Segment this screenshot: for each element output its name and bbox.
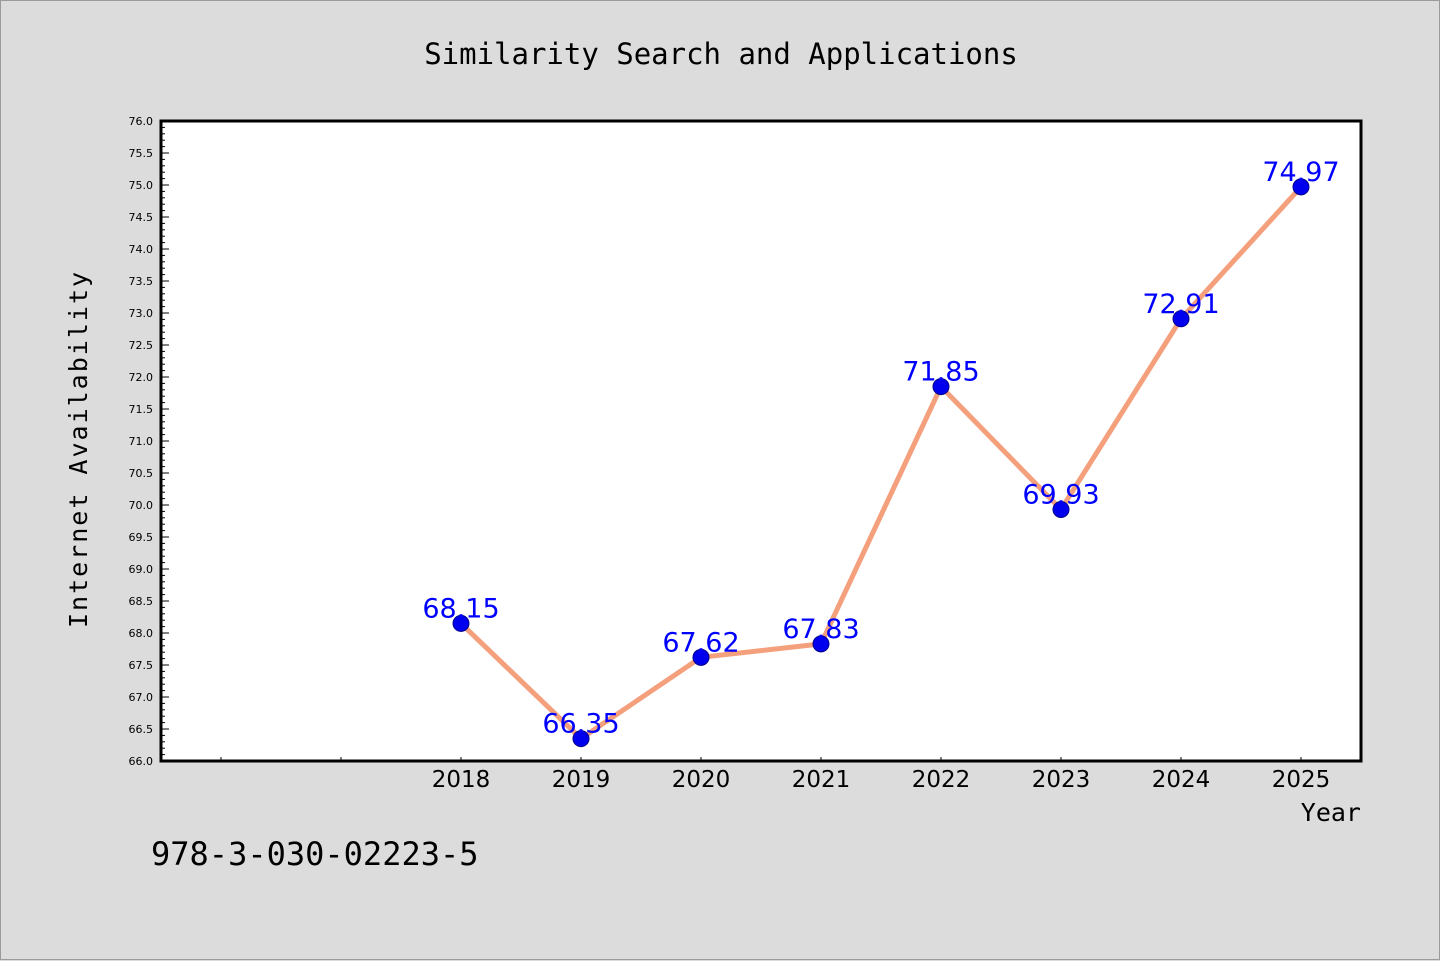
y-tick-label: 70.5 xyxy=(129,467,154,480)
data-point-marker xyxy=(452,614,470,632)
x-tick-label: 2025 xyxy=(1272,767,1331,793)
y-axis-label: Internet Availability xyxy=(64,270,93,628)
y-tick-label: 71.5 xyxy=(129,403,154,416)
x-tick-label: 2020 xyxy=(672,767,731,793)
x-axis-label: Year xyxy=(1301,798,1361,827)
series-layer xyxy=(452,178,1310,748)
data-point-marker xyxy=(1292,178,1310,196)
y-tick-label: 74.0 xyxy=(129,243,154,256)
y-tick-label: 67.0 xyxy=(129,691,154,704)
y-tick-label: 73.5 xyxy=(129,275,154,288)
plot-area xyxy=(159,119,1363,763)
x-tick-label: 2022 xyxy=(912,767,971,793)
y-tick-label: 76.0 xyxy=(129,115,154,128)
data-label-layer: 68.15 66.35 67.62 67.83 71.85 69.93 72.91 74.97 xyxy=(422,157,1339,740)
data-point-marker xyxy=(1052,500,1070,518)
data-label: 71.85 xyxy=(902,357,979,388)
y-tick-label: 75.5 xyxy=(129,147,154,160)
data-label: 68.15 xyxy=(422,593,499,624)
x-tick-label: 2023 xyxy=(1032,767,1091,793)
data-point-marker xyxy=(1172,310,1190,328)
x-tick-label: 2021 xyxy=(792,767,851,793)
data-label: 69.93 xyxy=(1022,479,1099,510)
y-tick-label: 70.0 xyxy=(129,499,154,512)
footer-isbn-text: 978-3-030-02223-5 xyxy=(151,835,479,873)
data-point-marker xyxy=(692,648,710,666)
data-label: 67.83 xyxy=(782,614,859,645)
data-label: 74.97 xyxy=(1262,157,1339,188)
y-tick-label: 66.5 xyxy=(129,723,154,736)
chart-title: Similarity Search and Applications xyxy=(424,37,1018,71)
y-tick-label: 75.0 xyxy=(129,179,154,192)
data-label: 72.91 xyxy=(1142,289,1219,320)
data-label: 67.62 xyxy=(662,627,739,658)
y-tick-label: 74.5 xyxy=(129,211,154,224)
y-tick-label: 68.5 xyxy=(129,595,154,608)
y-tick-label: 71.0 xyxy=(129,435,154,448)
data-label: 66.35 xyxy=(542,709,619,740)
y-axis-ticks: 66.0 66.5 67.0 67.5 68.0 68.5 69.0 69.5 70.0 70.5… xyxy=(129,115,169,768)
y-tick-label: 66.0 xyxy=(129,755,154,768)
y-tick-label: 68.0 xyxy=(129,627,154,640)
x-axis-ticks: 2018 2019 2020 2021 2022 2023 2024 2025 xyxy=(220,757,1331,793)
y-tick-label: 69.5 xyxy=(129,531,154,544)
x-tick-label: 2024 xyxy=(1152,767,1211,793)
x-tick-label: 2018 xyxy=(432,767,491,793)
y-tick-label: 72.5 xyxy=(129,339,154,352)
y-tick-label: 72.0 xyxy=(129,371,154,384)
series-line xyxy=(458,184,1304,742)
y-tick-label: 69.0 xyxy=(129,563,154,576)
data-point-marker xyxy=(572,730,590,748)
y-tick-label: 73.0 xyxy=(129,307,154,320)
x-tick-label: 2019 xyxy=(552,767,611,793)
y-tick-label: 67.5 xyxy=(129,659,154,672)
data-point-marker xyxy=(812,635,830,653)
data-point-marker xyxy=(932,378,950,396)
